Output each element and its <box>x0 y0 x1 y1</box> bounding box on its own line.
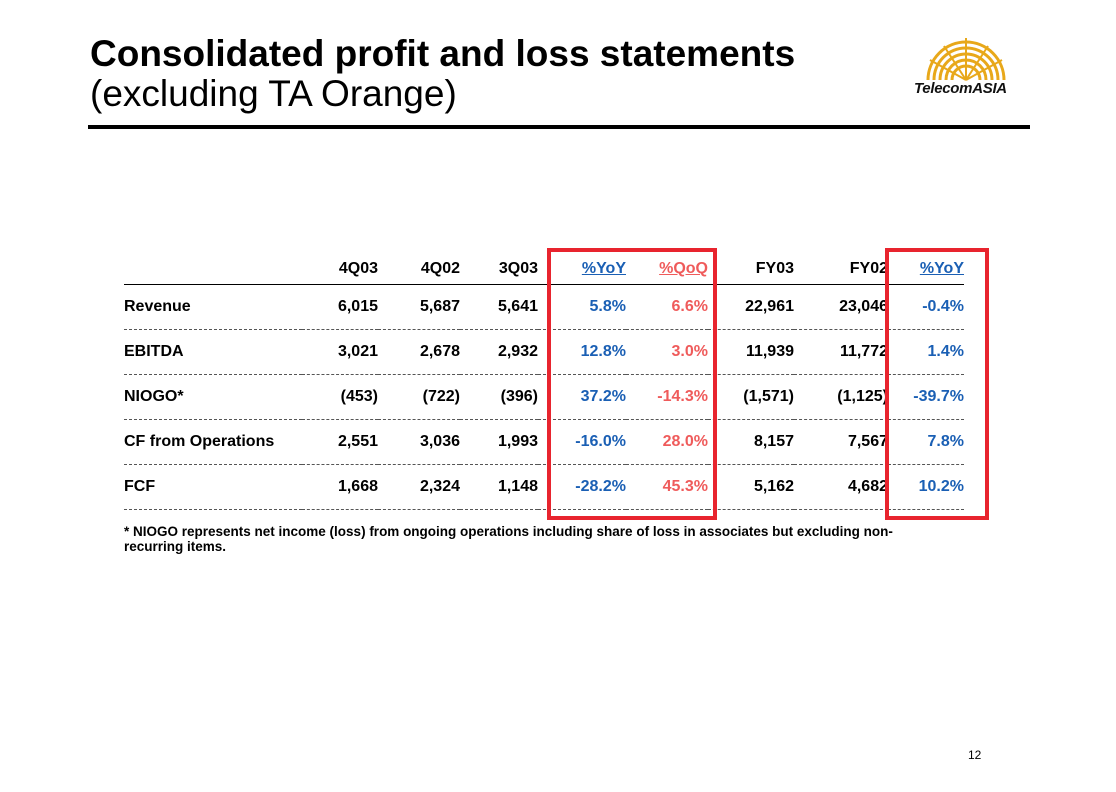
cell-fy03: 5,162 <box>708 464 794 510</box>
cell-qoq: 28.0% <box>626 419 708 465</box>
table-row: CF from Operations 2,551 3,036 1,993 -16… <box>124 419 964 465</box>
title-main: Consolidated profit and loss statements <box>90 33 796 74</box>
cell-yoy-quarter: -16.0% <box>538 419 626 465</box>
title-divider <box>88 125 1030 129</box>
row-label: NIOGO* <box>124 374 302 420</box>
cell-3q03: 2,932 <box>460 329 538 375</box>
table-row: NIOGO* (453) (722) (396) 37.2% -14.3% (1… <box>124 374 964 420</box>
cell-3q03: (396) <box>460 374 538 420</box>
row-label: FCF <box>124 464 302 510</box>
header-4q02: 4Q02 <box>378 254 460 285</box>
cell-4q02: 2,678 <box>378 329 460 375</box>
cell-fy03: 22,961 <box>708 284 794 330</box>
cell-fy02: (1,125) <box>794 374 888 420</box>
cell-3q03: 1,148 <box>460 464 538 510</box>
table-row: FCF 1,668 2,324 1,148 -28.2% 45.3% 5,162… <box>124 464 964 510</box>
cell-fy03: 11,939 <box>708 329 794 375</box>
footnote: * NIOGO represents net income (loss) fro… <box>124 524 893 554</box>
cell-4q03: 3,021 <box>302 329 378 375</box>
cell-4q02: 5,687 <box>378 284 460 330</box>
table-row: EBITDA 3,021 2,678 2,932 12.8% 3.0% 11,9… <box>124 329 964 375</box>
header-fy02: FY02 <box>794 254 888 285</box>
row-label: Revenue <box>124 284 302 330</box>
cell-4q03: 2,551 <box>302 419 378 465</box>
cell-4q03: 1,668 <box>302 464 378 510</box>
cell-fy03: 8,157 <box>708 419 794 465</box>
cell-4q02: (722) <box>378 374 460 420</box>
cell-fy03: (1,571) <box>708 374 794 420</box>
header-qoq: %QoQ <box>626 254 708 285</box>
cell-yoy-quarter: 5.8% <box>538 284 626 330</box>
page-number: 12 <box>968 748 982 762</box>
profit-loss-table: 4Q03 4Q02 3Q03 %YoY %QoQ FY03 FY02 %YoY … <box>124 254 964 510</box>
company-logo: TelecomASIA <box>906 28 1026 100</box>
cell-yoy-quarter: 12.8% <box>538 329 626 375</box>
cell-yoy-quarter: -28.2% <box>538 464 626 510</box>
header-yoy-fy: %YoY <box>888 254 964 285</box>
cell-qoq: 6.6% <box>626 284 708 330</box>
sunburst-logo-icon <box>926 38 1006 81</box>
row-label: EBITDA <box>124 329 302 375</box>
cell-yoy-fy: 10.2% <box>888 464 964 510</box>
cell-yoy-fy: 7.8% <box>888 419 964 465</box>
cell-fy02: 11,772 <box>794 329 888 375</box>
cell-fy02: 4,682 <box>794 464 888 510</box>
cell-yoy-fy: -0.4% <box>888 284 964 330</box>
cell-4q03: (453) <box>302 374 378 420</box>
cell-fy02: 23,046 <box>794 284 888 330</box>
cell-yoy-fy: -39.7% <box>888 374 964 420</box>
quarterly-change-highlight-box <box>547 248 717 520</box>
row-label: CF from Operations <box>124 419 302 465</box>
table-row: Revenue 6,015 5,687 5,641 5.8% 6.6% 22,9… <box>124 284 964 330</box>
header-4q03: 4Q03 <box>302 254 378 285</box>
header-fy03: FY03 <box>708 254 794 285</box>
cell-qoq: 45.3% <box>626 464 708 510</box>
header-yoy-quarter: %YoY <box>538 254 626 285</box>
cell-qoq: 3.0% <box>626 329 708 375</box>
cell-yoy-fy: 1.4% <box>888 329 964 375</box>
cell-3q03: 1,993 <box>460 419 538 465</box>
annual-change-highlight-box <box>885 248 989 520</box>
cell-qoq: -14.3% <box>626 374 708 420</box>
slide-title: Consolidated profit and loss statements … <box>90 34 795 114</box>
cell-3q03: 5,641 <box>460 284 538 330</box>
table-header-row: 4Q03 4Q02 3Q03 %YoY %QoQ FY03 FY02 %YoY <box>124 254 964 285</box>
title-subtitle: (excluding TA Orange) <box>90 73 457 114</box>
cell-4q03: 6,015 <box>302 284 378 330</box>
logo-wordmark: TelecomASIA <box>914 80 1007 97</box>
cell-4q02: 2,324 <box>378 464 460 510</box>
cell-fy02: 7,567 <box>794 419 888 465</box>
cell-yoy-quarter: 37.2% <box>538 374 626 420</box>
header-blank <box>124 254 302 285</box>
cell-4q02: 3,036 <box>378 419 460 465</box>
header-3q03: 3Q03 <box>460 254 538 285</box>
